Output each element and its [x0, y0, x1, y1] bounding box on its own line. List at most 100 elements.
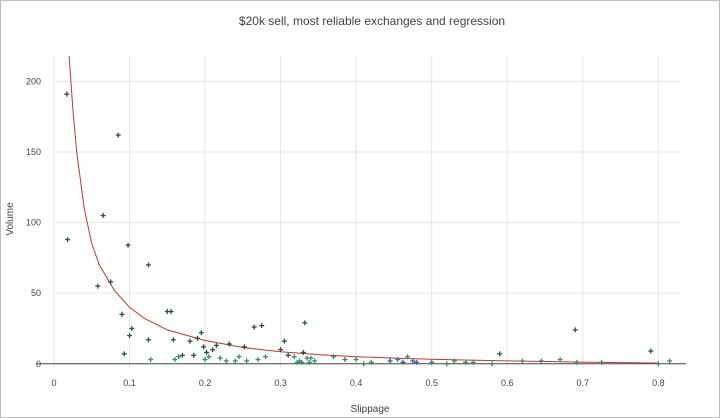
data-point: [95, 283, 101, 289]
data-point: [599, 359, 605, 365]
data-point: [572, 327, 578, 333]
data-point: [648, 348, 654, 354]
y-axis-label: Volume: [5, 202, 16, 236]
data-point: [574, 359, 580, 365]
y-tick-label: 200: [26, 76, 41, 86]
data-point: [232, 358, 238, 364]
tick-labels: 0 0.1 0.2 0.3 0.4 0.5 0.6 0.7 0.8 0 50 100 150 200: [26, 76, 665, 388]
data-point: [463, 359, 469, 365]
data-point: [64, 91, 70, 97]
x-tick-label: 0.3: [274, 378, 287, 388]
data-point: [353, 357, 359, 363]
data-point: [251, 324, 257, 330]
data-point: [387, 358, 393, 364]
data-point: [217, 355, 223, 361]
data-point: [145, 262, 151, 268]
data-points: [64, 91, 673, 367]
data-point: [470, 359, 476, 365]
x-tick-label: 0.2: [199, 378, 212, 388]
data-point: [308, 355, 314, 361]
data-point: [331, 354, 337, 360]
data-point: [206, 354, 212, 360]
data-point: [108, 279, 114, 285]
data-point: [244, 358, 250, 364]
data-point: [170, 337, 176, 343]
grid-lines: [53, 56, 681, 368]
y-tick-label: 50: [31, 288, 41, 298]
data-point: [429, 359, 435, 365]
y-tick-label: 100: [26, 218, 41, 228]
data-point: [489, 361, 495, 367]
data-point: [191, 352, 197, 358]
data-point: [263, 354, 269, 360]
x-tick-label: 0.1: [123, 378, 136, 388]
y-tick-label: 150: [26, 147, 41, 157]
data-point: [65, 237, 71, 243]
data-point: [312, 358, 318, 364]
data-point: [342, 357, 348, 363]
data-point: [236, 354, 242, 360]
data-point: [129, 325, 135, 331]
data-point: [405, 354, 411, 360]
data-point: [187, 338, 193, 344]
data-point: [451, 358, 457, 364]
data-point: [361, 361, 367, 367]
data-point: [395, 357, 401, 363]
data-point: [204, 349, 210, 355]
data-point: [201, 344, 207, 350]
data-point: [213, 342, 219, 348]
data-point: [226, 341, 232, 347]
data-point: [400, 359, 406, 365]
data-point: [145, 337, 151, 343]
data-point: [198, 330, 204, 336]
data-point: [100, 213, 106, 219]
data-point: [119, 311, 125, 317]
chart-title: $20k sell, most reliable exchanges and r…: [239, 14, 505, 28]
x-axis-label: Slippage: [351, 404, 390, 415]
data-point: [241, 344, 247, 350]
data-point: [291, 354, 297, 360]
data-point: [195, 335, 201, 341]
y-tick-label: 0: [36, 359, 41, 369]
data-point: [667, 358, 673, 364]
data-point: [557, 357, 563, 363]
x-tick-label: 0.7: [577, 378, 590, 388]
data-point: [306, 359, 312, 365]
data-point: [519, 358, 525, 364]
data-point: [176, 354, 182, 360]
data-point: [497, 351, 503, 357]
data-point: [148, 357, 154, 363]
x-tick-label: 0.4: [350, 378, 363, 388]
data-point: [223, 358, 229, 364]
data-point: [202, 357, 208, 363]
data-point: [259, 323, 265, 329]
data-point: [255, 357, 261, 363]
data-point: [115, 132, 121, 138]
data-point: [655, 361, 661, 367]
x-tick-label: 0.5: [425, 378, 438, 388]
regression-line: [68, 55, 659, 364]
data-point: [444, 361, 450, 367]
data-point: [300, 349, 306, 355]
data-point: [538, 358, 544, 364]
x-tick-label: 0.8: [652, 378, 665, 388]
data-point: [127, 333, 133, 339]
x-tick-label: 0.6: [501, 378, 514, 388]
data-point: [179, 352, 185, 358]
data-point: [278, 347, 284, 353]
x-tick-label: 0: [51, 378, 56, 388]
data-point: [414, 359, 420, 365]
data-point: [281, 338, 287, 344]
data-point: [125, 242, 131, 248]
data-point: [172, 357, 178, 363]
data-point: [168, 309, 174, 315]
data-point: [368, 359, 374, 365]
data-point: [410, 358, 416, 364]
regression-line-group: [68, 55, 659, 364]
data-point: [121, 351, 127, 357]
data-point: [302, 320, 308, 326]
data-point: [285, 352, 291, 358]
data-point: [210, 347, 216, 353]
